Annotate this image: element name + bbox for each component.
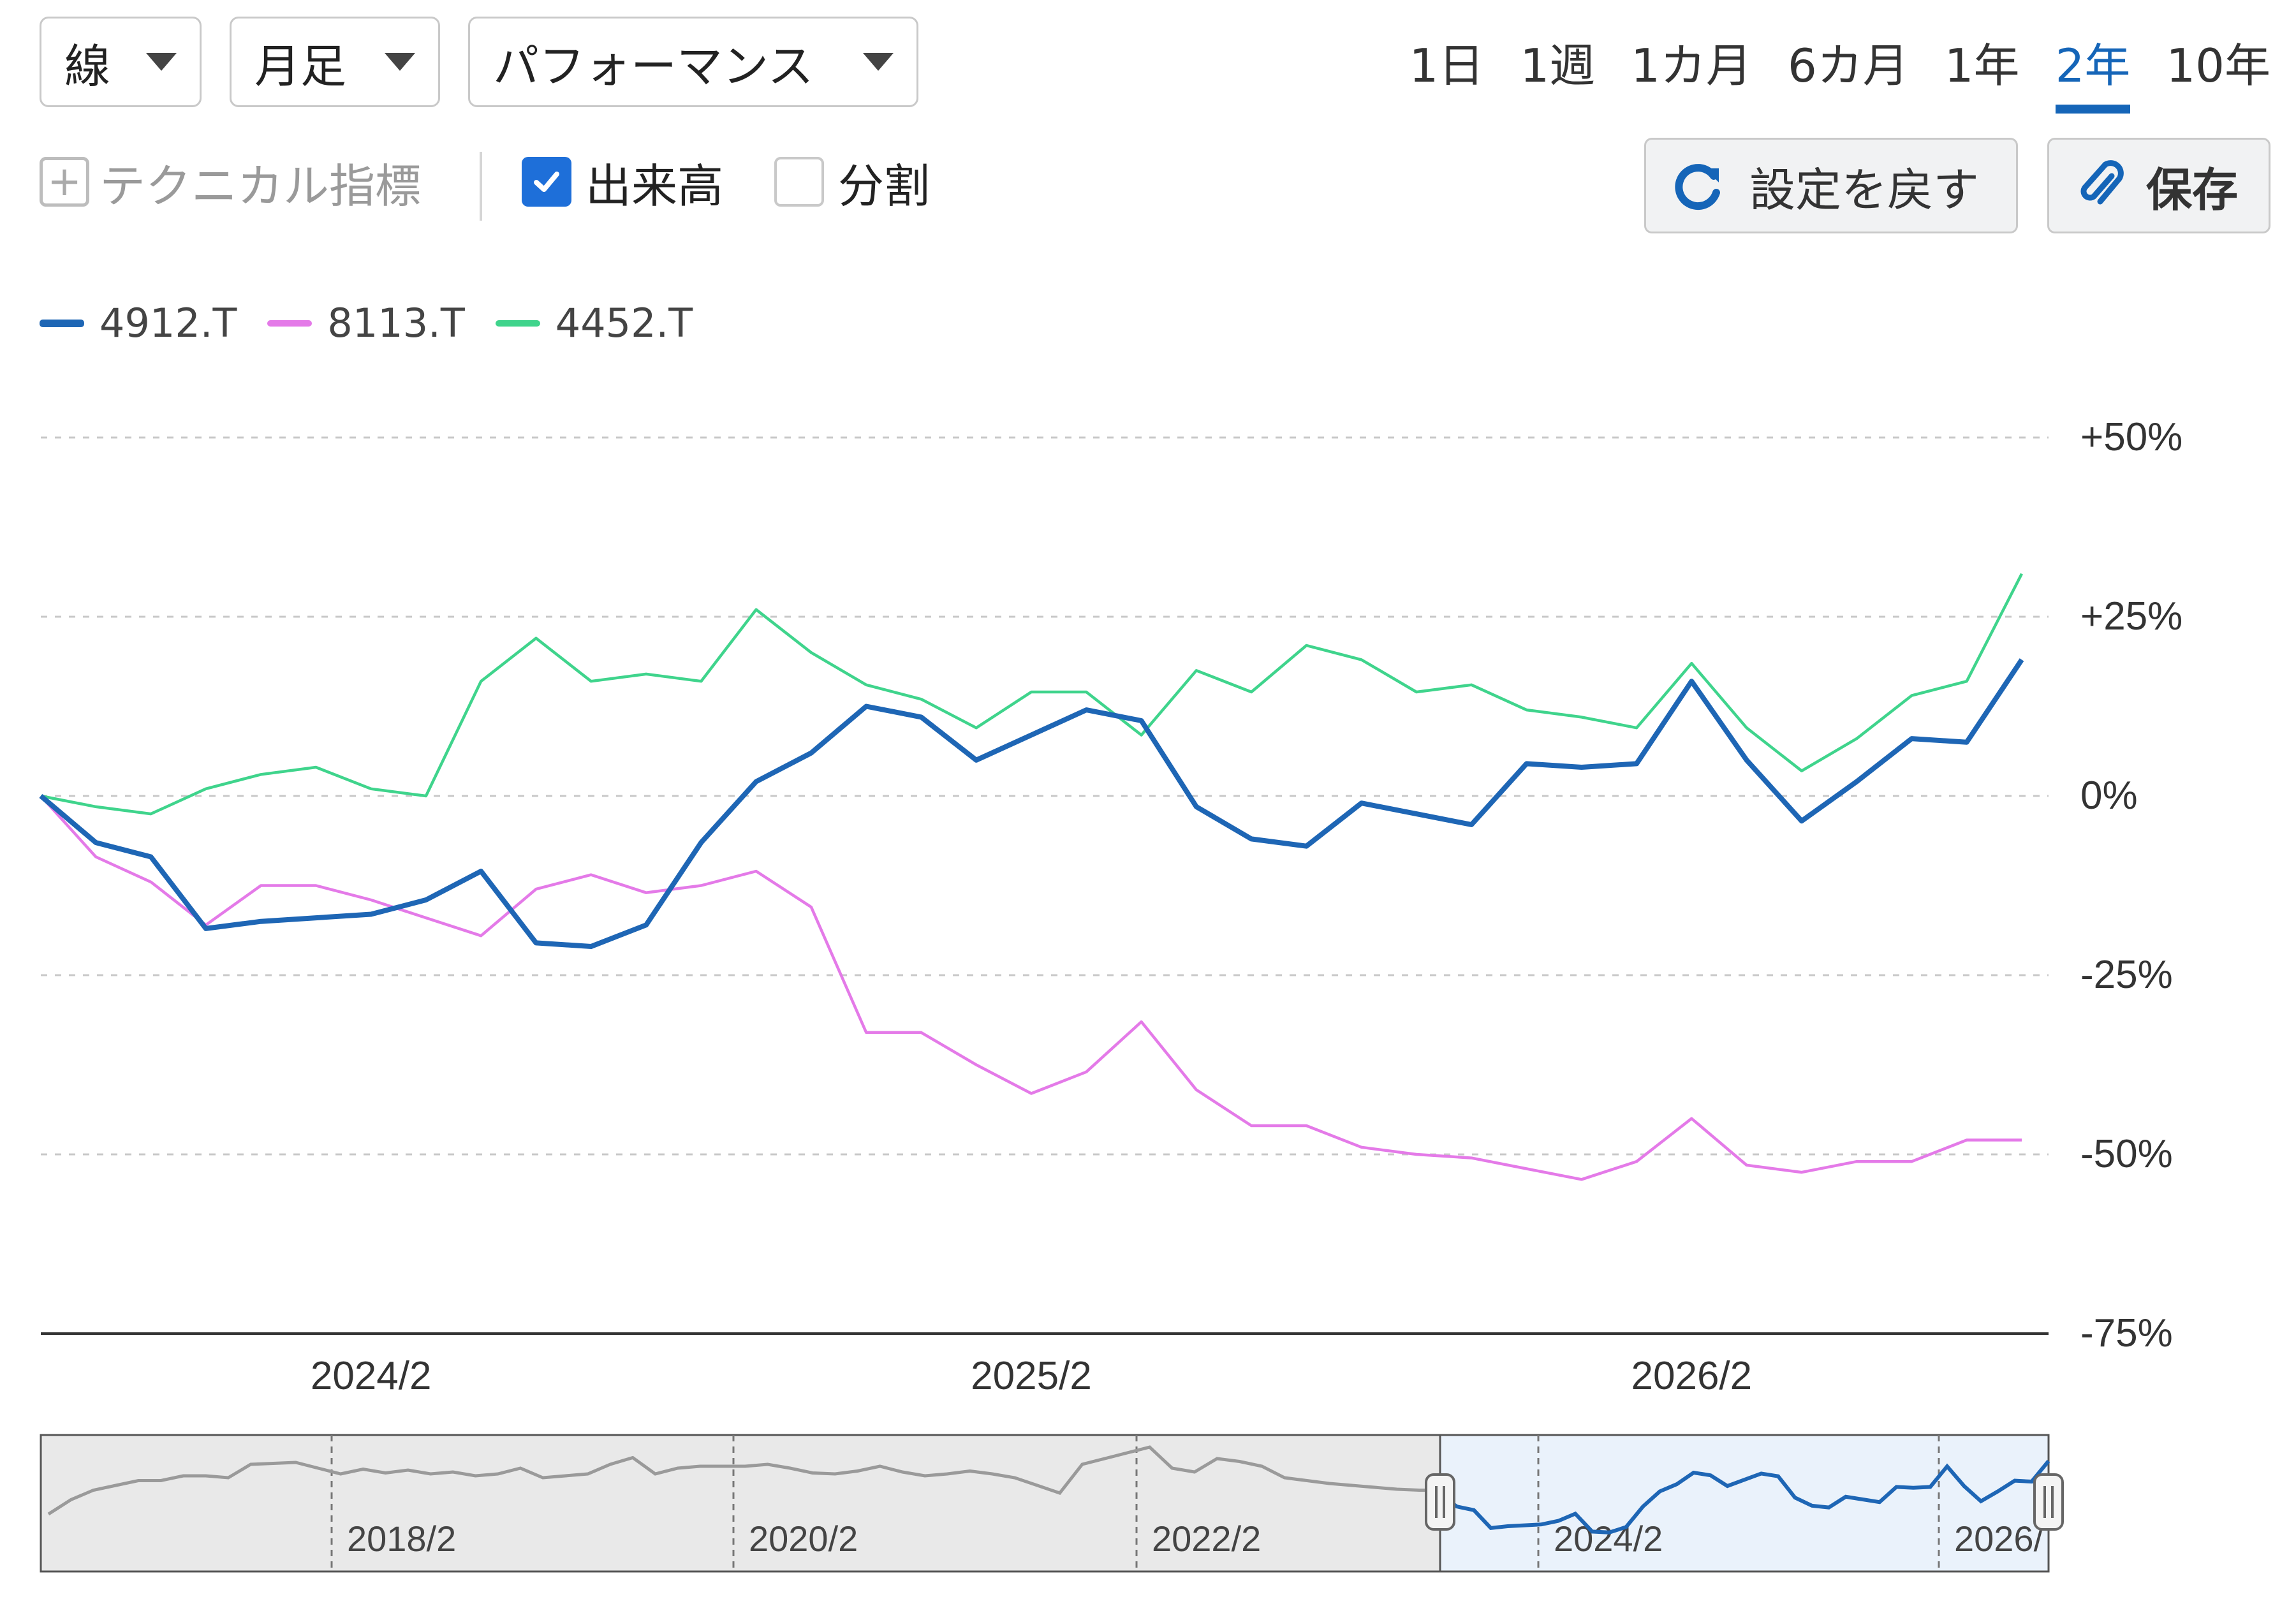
interval-value: 月足 <box>254 39 347 93</box>
x-axis-labels: 2024/2 2025/2 2026/2 <box>311 1354 1752 1398</box>
checkbox-checked-icon <box>522 157 571 207</box>
chart-type-value: 線 <box>64 39 111 93</box>
navigator-selected-area <box>1439 1434 2050 1573</box>
navigator-label: 2022/2 <box>1152 1519 1261 1559</box>
y-axis-labels: +50% +25% 0% -25% -50% -75% <box>2080 415 2182 1355</box>
legend-swatch <box>40 319 84 327</box>
technical-indicator-toggle[interactable]: + テクニカル指標 <box>40 147 421 217</box>
volume-label: 出来高 <box>585 159 724 213</box>
y-tick-label: +50% <box>2080 415 2182 459</box>
x-tick-label: 2024/2 <box>311 1354 432 1398</box>
navigator-label: 2018/2 <box>347 1519 456 1559</box>
handle-grip <box>2033 1473 2064 1531</box>
x-tick-label: 2025/2 <box>971 1354 1092 1398</box>
legend-label: 4452.T <box>555 300 693 346</box>
x-tick-label: 2026/2 <box>1631 1354 1753 1398</box>
legend-label: 4912.T <box>99 300 237 346</box>
chevron-down-icon <box>863 53 894 71</box>
legend-item-8113[interactable]: 8113.T <box>267 300 465 346</box>
y-tick-label: 0% <box>2080 774 2138 818</box>
reset-settings-label: 設定を戻す <box>1749 163 1980 217</box>
mode-select[interactable]: パフォーマンス <box>468 17 918 107</box>
handle-grip <box>1425 1473 1455 1531</box>
navigator-label: 2024/2 <box>1554 1519 1663 1559</box>
paperclip-icon <box>2075 157 2126 214</box>
legend-swatch <box>267 320 313 327</box>
mode-value: パフォーマンス <box>493 39 814 93</box>
range-tab-1w[interactable]: 1週 <box>1520 39 1596 92</box>
legend-item-4452[interactable]: 4452.T <box>495 300 693 346</box>
refresh-icon <box>1669 157 1726 214</box>
range-tab-6m[interactable]: 6カ月 <box>1787 39 1909 92</box>
range-tab-1y[interactable]: 1年 <box>1944 39 2020 92</box>
navigator-handle[interactable] <box>2033 1473 2064 1531</box>
series-line-4452-T <box>40 573 2024 816</box>
y-tick-label: -25% <box>2080 953 2173 997</box>
navigator-label: 2020/2 <box>749 1519 858 1559</box>
series-line-8113-T <box>40 795 2022 1181</box>
interval-select[interactable]: 月足 <box>230 17 440 107</box>
range-tab-10y[interactable]: 10年 <box>2166 39 2270 92</box>
reset-settings-button[interactable]: 設定を戻す <box>1644 138 2018 233</box>
split-label: 分割 <box>838 159 931 213</box>
range-tabs: 1日 1週 1カ月 6カ月 1年 2年 10年 <box>1374 28 2270 114</box>
range-tab-2y[interactable]: 2年 <box>2055 28 2130 114</box>
save-label: 保存 <box>2146 163 2239 217</box>
chart-type-select[interactable]: 線 <box>40 17 202 107</box>
chevron-down-icon <box>385 53 415 71</box>
checkbox-empty-icon <box>774 157 824 207</box>
divider <box>480 152 482 221</box>
technical-indicator-label: テクニカル指標 <box>99 159 422 213</box>
navigator-line <box>47 1445 1442 1516</box>
legend-label: 8113.T <box>327 300 465 346</box>
range-navigator[interactable]: 2018/2 2020/2 2022/2 2024/2 2026/ <box>40 1434 2064 1573</box>
split-checkbox[interactable]: 分割 <box>774 147 930 217</box>
chart-legend: 4912.T 8113.T 4452.T <box>40 300 723 346</box>
chevron-down-icon <box>146 53 177 71</box>
range-tab-1m[interactable]: 1カ月 <box>1631 39 1752 92</box>
plus-icon: + <box>40 157 89 207</box>
navigator-unselected-area <box>40 1434 1441 1573</box>
save-button[interactable]: 保存 <box>2047 138 2270 233</box>
y-tick-label: +25% <box>2080 594 2182 638</box>
y-tick-label: -50% <box>2080 1132 2173 1176</box>
navigator-label: 2026/ <box>1954 1519 2044 1559</box>
legend-item-4912[interactable]: 4912.T <box>40 300 237 346</box>
series-line-4912-T <box>39 658 2024 949</box>
legend-swatch <box>495 320 540 327</box>
y-tick-label: -75% <box>2080 1311 2173 1355</box>
grid-lines <box>41 436 2049 1335</box>
navigator-selected-line <box>1439 1459 2050 1534</box>
navigator-handle[interactable] <box>1425 1473 1455 1531</box>
volume-checkbox[interactable]: 出来高 <box>522 147 723 217</box>
range-tab-1d[interactable]: 1日 <box>1409 39 1485 92</box>
series-lines <box>39 573 2024 1181</box>
